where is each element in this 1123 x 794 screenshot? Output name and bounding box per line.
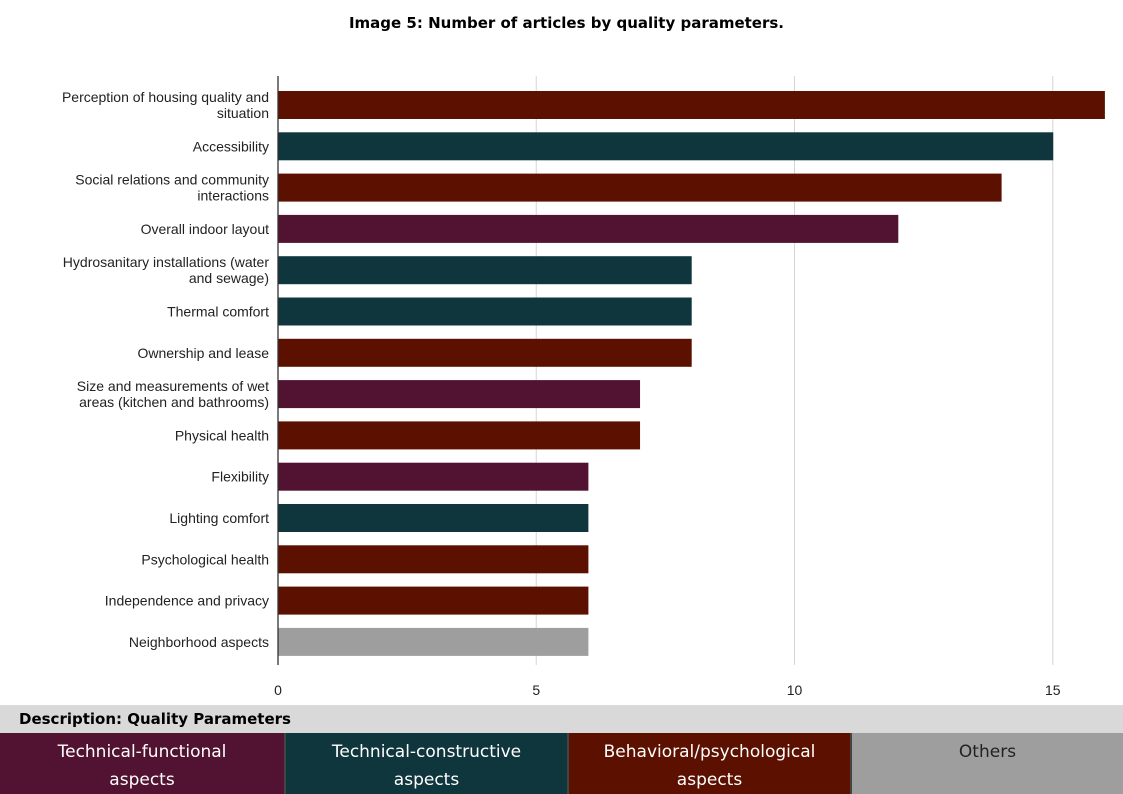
x-tick-label: 5 (532, 682, 540, 698)
category-label: Accessibility (193, 138, 269, 154)
x-tick-label: 15 (1045, 682, 1061, 698)
category-label: Ownership and lease (137, 345, 269, 361)
category-label: Hydrosanitary installations (water and se… (63, 254, 270, 286)
bar (278, 297, 692, 326)
category-label: Lighting comfort (169, 510, 269, 526)
bar (278, 338, 692, 367)
category-label: Psychological health (141, 551, 269, 567)
bar (278, 173, 1002, 202)
bar (278, 91, 1105, 119)
x-axis-ticks: 0 5 10 15 (274, 682, 1061, 698)
category-labels: Perception of housing quality and situati… (62, 89, 269, 650)
bar (278, 380, 641, 409)
legend-label-line: aspects (393, 770, 460, 790)
chart-title: Image 5: Number of articles by quality p… (348, 14, 785, 32)
legend-label-line: Others (958, 742, 1017, 762)
category-label: Social relations and community interactio… (75, 172, 269, 204)
category-label: Physical health (175, 427, 269, 443)
category-label: Flexibility (211, 469, 269, 485)
bar (278, 504, 589, 532)
legend-others: Others (850, 733, 1123, 794)
bar (278, 462, 589, 491)
category-label: Overall indoor layout (141, 221, 270, 237)
bar (278, 132, 1054, 161)
category-label: Neighborhood aspects (129, 634, 269, 650)
legend-label-line: aspects (109, 770, 175, 790)
legend-behavioral-psychological: Behavioral/psychological aspects (567, 733, 850, 794)
gridlines (535, 76, 1054, 665)
category-label: Size and measurements of wet areas (kitch… (77, 378, 269, 410)
bar-chart: Perception of housing quality and situati… (62, 76, 1105, 698)
bar (278, 586, 589, 615)
legend-label-line: Behavioral/psychological (603, 742, 816, 762)
legend-technical-functional: Technical-functional aspects (0, 733, 284, 794)
bar (278, 627, 589, 656)
x-tick-label: 0 (274, 682, 282, 698)
bars (278, 91, 1105, 656)
category-label: Thermal comfort (167, 304, 269, 320)
description-header: Description: Quality Parameters (0, 705, 1123, 733)
bar (278, 256, 692, 285)
category-label: Independence and privacy (105, 593, 269, 609)
category-label: Perception of housing quality and situati… (62, 89, 269, 121)
legend-label-line: aspects (676, 770, 743, 790)
category-legend: Technical-functional aspects Technical-con… (0, 733, 1123, 794)
legend-label-line: Technical-functional (57, 742, 227, 762)
legend-technical-constructive: Technical-constructive aspects (284, 733, 567, 794)
bar (278, 545, 589, 574)
bar (278, 214, 899, 243)
bar (278, 421, 641, 450)
x-tick-label: 10 (787, 682, 803, 698)
legend-label-line: Technical-constructive (331, 742, 522, 762)
